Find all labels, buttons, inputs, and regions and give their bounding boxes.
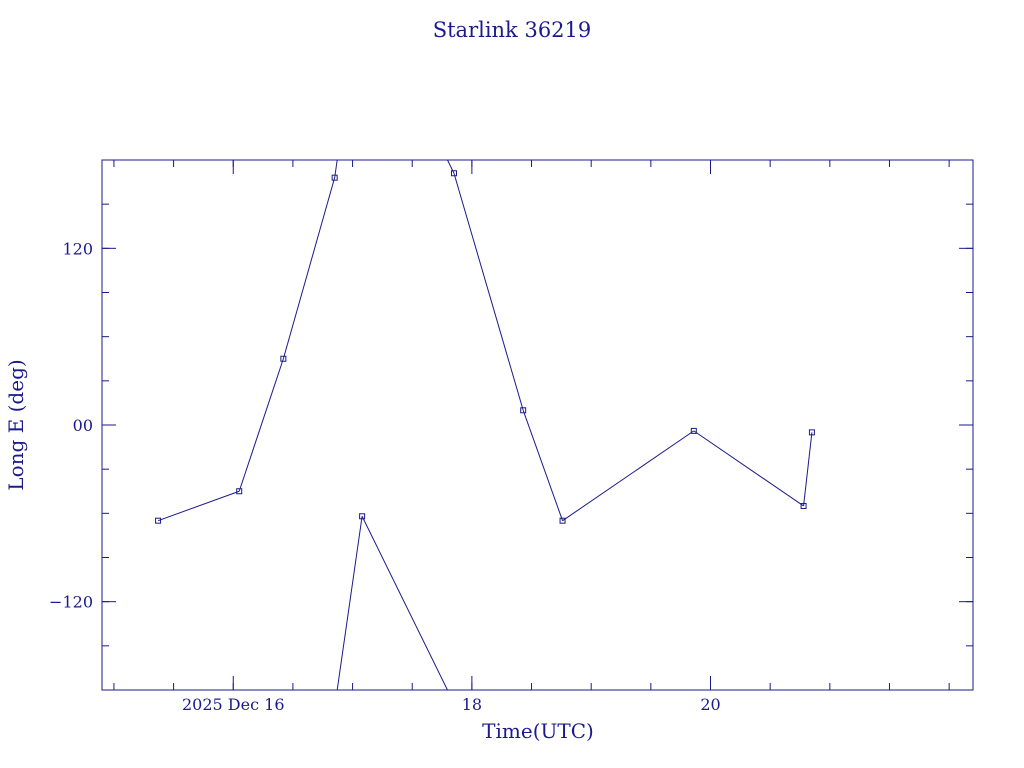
series-line-segment	[336, 516, 363, 690]
series-markers	[155, 170, 815, 524]
data-point	[520, 407, 527, 414]
series-lines	[157, 160, 813, 690]
data-point	[800, 502, 807, 509]
data-point	[808, 429, 815, 436]
data-point	[331, 174, 338, 181]
major-ticks	[102, 160, 973, 690]
series-line-segment	[334, 160, 338, 178]
series-line-segment	[693, 430, 804, 507]
series-line-segment	[282, 177, 336, 359]
plot-frame	[101, 159, 974, 691]
series-line-segment	[157, 490, 240, 522]
minor-ticks	[102, 160, 973, 690]
x-tick-labels: 2025 Dec 16 18 20	[182, 695, 721, 714]
data-point	[690, 427, 697, 434]
data-point	[280, 355, 287, 362]
series-line-segment	[238, 358, 284, 492]
y-tick-label: −120	[49, 593, 93, 612]
data-point	[559, 517, 566, 524]
data-point	[359, 513, 366, 520]
data-point	[450, 170, 457, 177]
series-line-segment	[453, 173, 524, 411]
chart-title: Starlink 36219	[433, 18, 592, 42]
y-tick-labels: 120 00 −120	[49, 239, 93, 611]
y-tick-label: 120	[62, 239, 93, 258]
x-tick-label: 20	[700, 695, 720, 714]
series-line-segment	[522, 410, 564, 521]
data-point	[155, 517, 162, 524]
y-axis-label: Long E (deg)	[4, 359, 28, 490]
series-line-segment	[803, 432, 813, 507]
x-tick-label: 18	[462, 695, 482, 714]
x-tick-label: 2025 Dec 16	[182, 695, 285, 714]
series-line-segment	[361, 516, 449, 690]
y-tick-label: 00	[73, 416, 93, 435]
series-line-segment	[562, 430, 695, 522]
data-point	[236, 488, 243, 495]
x-axis-label: Time(UTC)	[482, 719, 594, 743]
